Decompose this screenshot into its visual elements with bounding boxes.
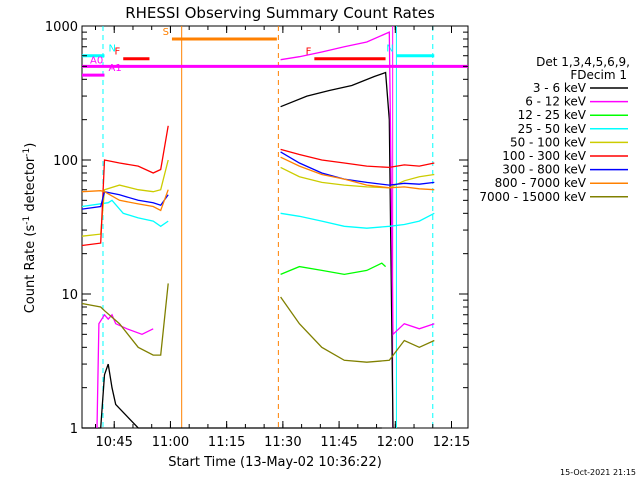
legend-label-0: 3 - 6 keV [533, 81, 587, 95]
x-tick-label-3: 11:30 [264, 435, 301, 450]
series-1-segment-0 [96, 313, 154, 429]
series-1-segment-2 [280, 31, 435, 336]
y-axis-label-main: Count Rate (s [23, 225, 38, 314]
flag-bar-label-4: F [306, 47, 312, 58]
series-3-segment-1 [280, 212, 435, 229]
legend-header-line-1: Det 1,3,4,5,6,9, [536, 55, 630, 69]
y-axis-label-middle: detector [23, 156, 38, 216]
x-axis-ticks: 10:45 11:00 11:15 11:30 11:45 12:00 12:15 [94, 26, 470, 450]
x-tick-label-2: 11:15 [208, 435, 245, 450]
series-0-segment-0 [82, 363, 382, 429]
series-2-segment-0 [280, 262, 387, 276]
series-6-segment-0 [81, 190, 169, 210]
series-6-segment-1 [280, 151, 435, 186]
flag-bar-label-3: F [114, 47, 120, 58]
render-timestamp: 15-Oct-2021 21:15 [560, 468, 636, 477]
series-7-segment-0 [81, 189, 169, 212]
series-0-segment-1 [280, 71, 394, 429]
plot-frame [81, 25, 469, 429]
chart-title: RHESSI Observing Summary Count Rates [125, 4, 435, 22]
legend-label-2: 12 - 25 keV [518, 108, 587, 122]
y-axis-label-exponent-2: -1 [22, 148, 32, 157]
legend-label-7: 800 - 7000 keV [495, 176, 587, 190]
level-line-label: A0 [90, 55, 103, 66]
series-5-segment-0 [81, 125, 169, 247]
series-8-segment-1 [280, 296, 435, 363]
x-tick-label-6: 12:15 [433, 435, 470, 450]
x-tick-label-4: 11:45 [320, 435, 357, 450]
legend-label-3: 25 - 50 keV [518, 122, 587, 136]
y-tick-label-0: 1 [70, 422, 78, 437]
y-axis-ticks: 1 10 100 1000 [45, 20, 468, 437]
legend-label-5: 100 - 300 keV [502, 149, 586, 163]
legend-label-4: 50 - 100 keV [510, 135, 587, 149]
x-axis-label: Start Time (13-May-02 10:36:22) [168, 455, 382, 470]
series-lines [81, 31, 468, 429]
flag-bar-label-0: N [108, 44, 115, 55]
series-4-segment-1 [280, 166, 435, 189]
series-3-segment-0 [81, 199, 169, 228]
legend-label-1: 6 - 12 keV [525, 95, 587, 109]
x-tick-label-0: 10:45 [95, 435, 132, 450]
series-5-segment-1 [280, 148, 435, 169]
x-tick-label-5: 12:00 [377, 435, 414, 450]
vertical-marker-lines [102, 26, 434, 428]
flag-bar-label-2: S [163, 27, 169, 38]
y-axis-label-exponent-1: -1 [22, 216, 32, 225]
series-8-segment-0 [81, 283, 169, 356]
y-axis-label-end: ) [23, 143, 38, 148]
series-7-segment-1 [280, 156, 435, 191]
legend-label-6: 300 - 800 keV [502, 163, 586, 177]
x-tick-label-1: 11:00 [152, 435, 189, 450]
legend-header-line-2: FDecim 1 [570, 68, 627, 82]
y-tick-label-1: 10 [61, 288, 78, 303]
legend-label-8: 7000 - 15000 keV [479, 190, 586, 204]
y-axis-label: Count Rate (s-1 detector-1) [22, 143, 38, 314]
flag-bar-label-5: A1 [108, 63, 121, 74]
y-tick-label-2: 100 [53, 154, 78, 169]
y-tick-label-3: 1000 [45, 20, 78, 35]
